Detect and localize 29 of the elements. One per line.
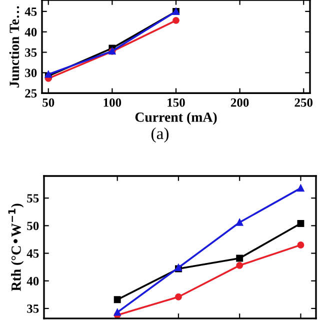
y-tick-label: 40 bbox=[26, 276, 39, 286]
y-tick-label: 25 bbox=[25, 89, 37, 98]
y-tick-label: 55 bbox=[27, 194, 39, 203]
point bbox=[175, 293, 182, 300]
x-tick-label: 150 bbox=[168, 98, 185, 107]
text: (a) bbox=[151, 127, 169, 143]
x-tick-label: 100 bbox=[104, 98, 122, 107]
y-tick-label: 30 bbox=[25, 68, 37, 78]
point bbox=[114, 296, 121, 304]
x-tick-label: 50 bbox=[42, 98, 54, 107]
point bbox=[297, 220, 304, 227]
y-tick-label: 40 bbox=[24, 28, 37, 36]
point bbox=[297, 242, 304, 248]
point bbox=[172, 16, 180, 24]
y-tick-label: 35 bbox=[27, 304, 39, 313]
x-tick-label: 250 bbox=[294, 98, 313, 107]
point bbox=[297, 184, 304, 192]
y-tick-label: 45 bbox=[26, 249, 39, 258]
y-axis-title: Rth (°C•W$^{−1}$) bbox=[8, 204, 24, 292]
x-axis-title: Current (mA) bbox=[135, 112, 217, 125]
point bbox=[236, 218, 244, 226]
y-axis-title: Junction Te… bbox=[9, 6, 20, 88]
y-tick-label: 45 bbox=[24, 8, 37, 16]
x-tick-label: 200 bbox=[230, 98, 249, 107]
point bbox=[236, 262, 244, 269]
y-tick-label: 35 bbox=[25, 48, 37, 57]
y-tick-label: 50 bbox=[27, 222, 39, 230]
point bbox=[114, 308, 121, 316]
point bbox=[236, 254, 244, 262]
